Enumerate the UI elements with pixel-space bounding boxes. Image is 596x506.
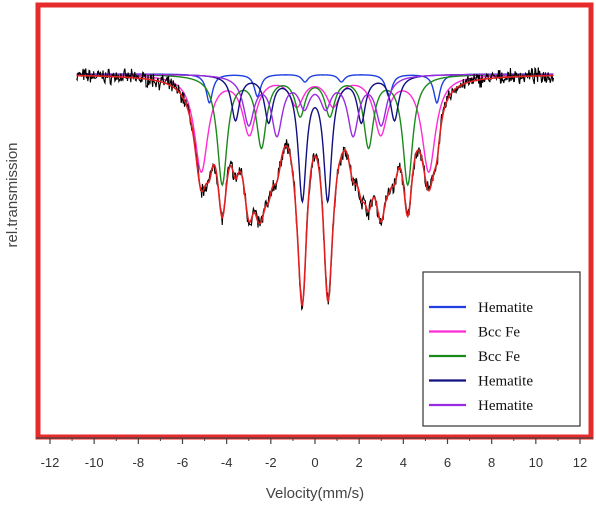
- x-tick-label: 10: [529, 455, 543, 470]
- x-axis-ticks: -12 -10 -8 -6 -4 -2 0 2 4 6 8 10 12: [41, 438, 587, 470]
- y-axis-title: rel.transmission: [4, 142, 21, 247]
- x-tick-label: -6: [177, 455, 189, 470]
- x-tick-label: 8: [488, 455, 495, 470]
- x-tick-label: -12: [41, 455, 60, 470]
- fit-line: [76, 74, 554, 307]
- legend-label-5: Hematite: [478, 398, 533, 414]
- legend: Hematite Bcc Fe Bcc Fe Hematite Hematite: [422, 271, 581, 427]
- legend-label-4: Hematite: [478, 374, 533, 390]
- x-tick-label: 12: [573, 455, 587, 470]
- x-tick-label: -10: [85, 455, 104, 470]
- x-tick-label: 0: [311, 455, 318, 470]
- legend-box: [422, 271, 581, 427]
- plot-area: [76, 66, 555, 311]
- x-tick-label: -4: [221, 455, 233, 470]
- x-tick-label: 4: [400, 455, 407, 470]
- x-tick-label: 6: [444, 455, 451, 470]
- x-tick-label: 2: [356, 455, 363, 470]
- legend-label-3: Bcc Fe: [478, 349, 520, 365]
- x-tick-label: -8: [133, 455, 145, 470]
- legend-label-2: Bcc Fe: [478, 325, 520, 341]
- x-tick-label: -2: [265, 455, 277, 470]
- legend-label-1: Hematite: [478, 300, 533, 316]
- x-axis-title: Velocity(mm/s): [266, 485, 364, 502]
